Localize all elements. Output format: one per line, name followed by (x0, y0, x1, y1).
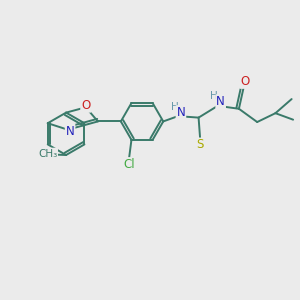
Text: H: H (171, 102, 178, 112)
Text: N: N (66, 125, 74, 138)
Text: H: H (210, 92, 218, 101)
Text: O: O (240, 75, 249, 88)
Text: N: N (216, 95, 225, 108)
Text: Cl: Cl (123, 158, 135, 171)
Text: N: N (176, 106, 185, 119)
Text: S: S (196, 139, 204, 152)
Text: CH₃: CH₃ (38, 148, 57, 158)
Text: O: O (81, 99, 90, 112)
